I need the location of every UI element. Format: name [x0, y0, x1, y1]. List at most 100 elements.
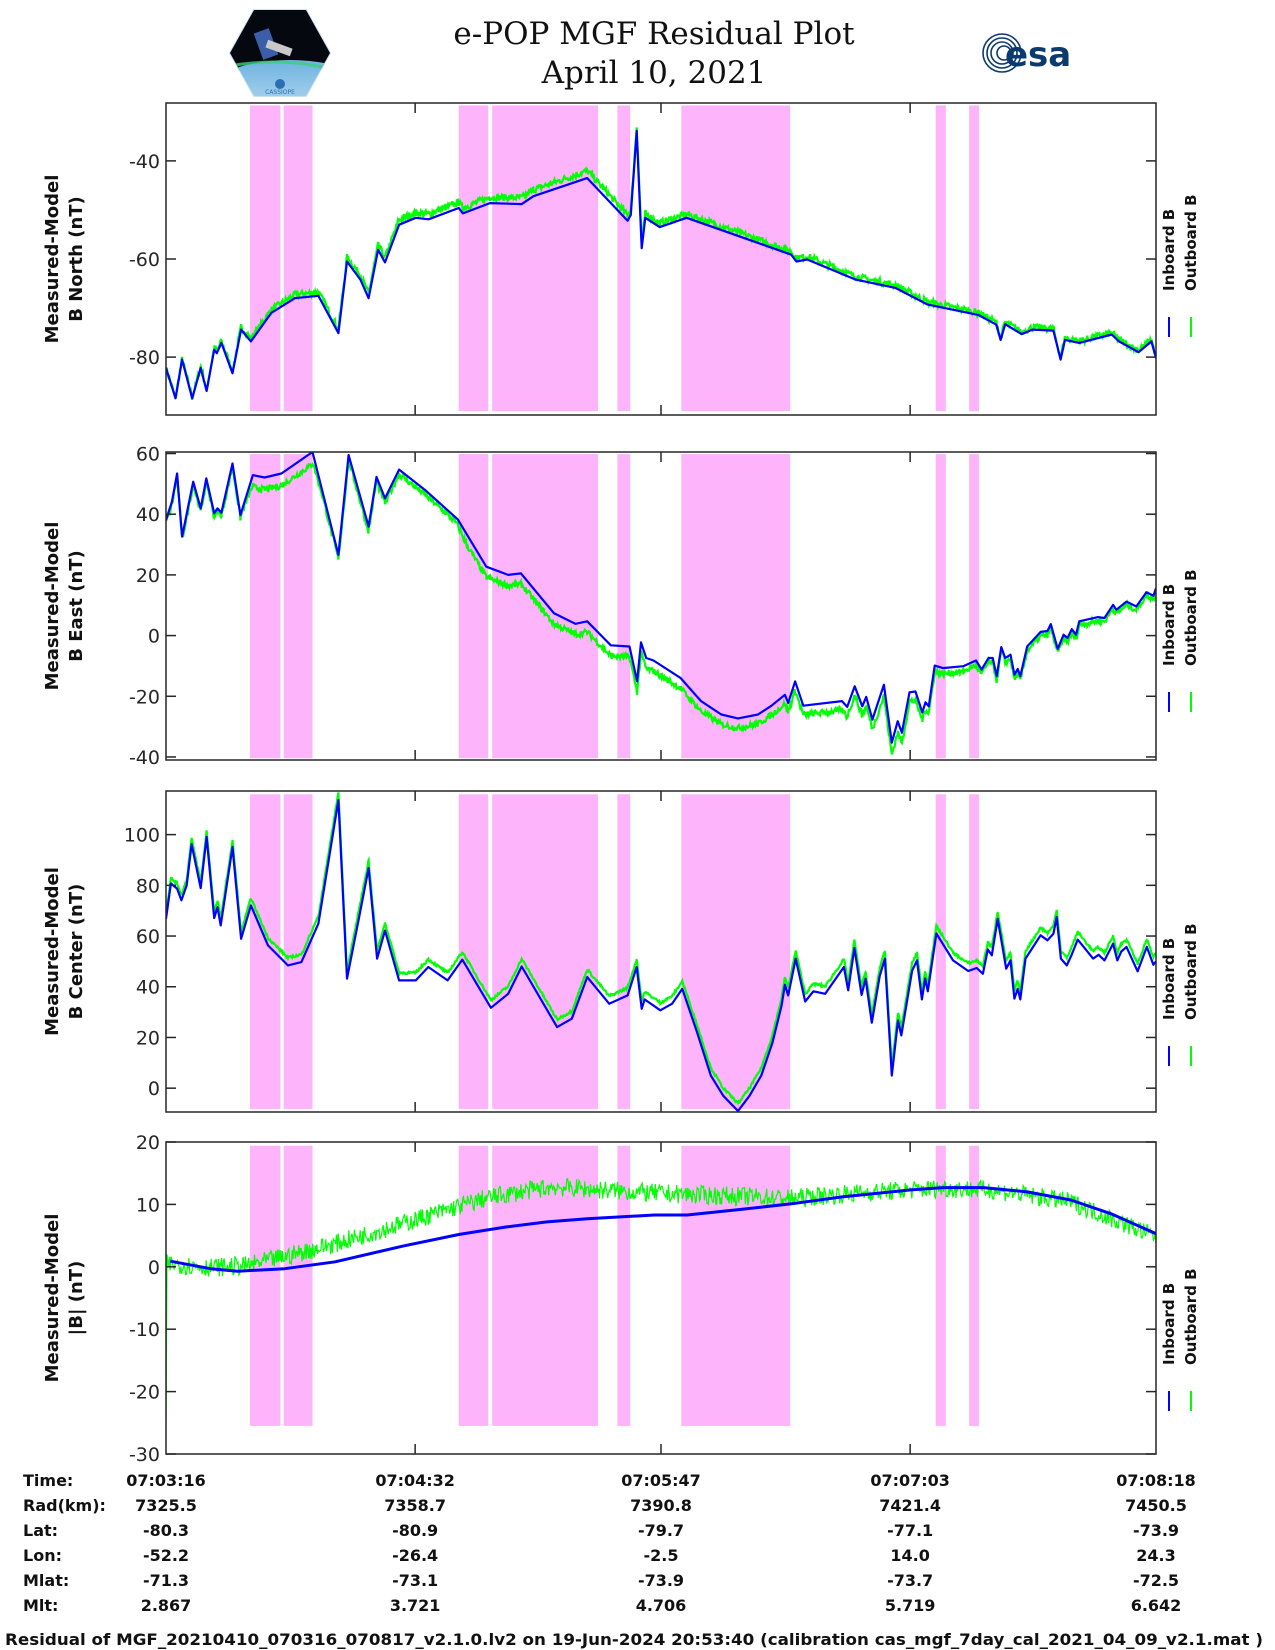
info-row-label: Time: — [23, 1471, 73, 1490]
y-axis-label: Measured-Model — [42, 1214, 63, 1383]
info-cell: 07:03:16 — [126, 1471, 206, 1490]
legend-inboard-label: Inboard B — [1160, 209, 1178, 291]
shaded-interval — [458, 1145, 489, 1426]
info-cell: -73.9 — [1133, 1521, 1179, 1540]
legend: Inboard B Outboard B — [1160, 569, 1200, 712]
info-cell: -80.3 — [143, 1521, 189, 1540]
info-row-label: Mlat: — [23, 1571, 69, 1590]
shaded-interval — [969, 794, 979, 1109]
esa-logo: esa — [982, 33, 1071, 75]
shaded-interval — [249, 454, 281, 759]
info-cell: 07:08:18 — [1116, 1471, 1196, 1490]
y-tick-label: 20 — [136, 1027, 160, 1049]
outboard-b-line — [166, 792, 1156, 1106]
panel-4: -30 -20 -10 0 10 20 Measured-Model |B| (nT) Inbo… — [42, 1132, 1200, 1466]
info-cell: -79.7 — [638, 1521, 684, 1540]
y-tick-label: 40 — [136, 504, 160, 526]
shaded-interval — [617, 105, 631, 412]
info-cell: -77.1 — [887, 1521, 933, 1540]
info-row: Lat: -80.3 -80.9 -79.7 -77.1 -73.9 — [23, 1521, 1179, 1540]
y-tick-label: 60 — [136, 444, 160, 466]
shaded-interval — [283, 454, 313, 759]
info-cell: -72.5 — [1133, 1571, 1179, 1590]
y-tick-label: 0 — [148, 626, 160, 648]
legend-outboard-label: Outboard B — [1182, 569, 1200, 666]
shaded-interval — [458, 105, 489, 412]
outboard-b-line — [166, 127, 1156, 400]
info-row: Lon: -52.2 -26.4 -2.5 14.0 24.3 — [23, 1546, 1176, 1565]
info-cell: 5.719 — [885, 1596, 936, 1615]
info-cell: -73.1 — [392, 1571, 438, 1590]
chart-title: e-POP MGF Residual Plot — [453, 16, 855, 52]
info-cell: -80.9 — [392, 1521, 438, 1540]
y-axis-label: Measured-Model — [42, 867, 63, 1036]
y-tick-label: 10 — [136, 1194, 160, 1216]
axes-box — [165, 790, 1157, 1113]
shaded-interval — [617, 454, 631, 759]
shaded-interval — [935, 1145, 946, 1426]
info-row: Rad(km): 7325.5 7358.7 7390.8 7421.4 7450.5 — [23, 1496, 1187, 1515]
inboard-b-line — [166, 452, 1156, 744]
plot-area — [166, 792, 1156, 1112]
info-row-label: Mlt: — [23, 1596, 58, 1615]
inboard-b-line — [170, 1186, 1156, 1273]
shaded-interval — [492, 454, 599, 759]
info-cell: 07:07:03 — [870, 1471, 950, 1490]
outboard-b-line — [166, 1177, 1156, 1423]
y-tick-label: 0 — [148, 1078, 160, 1100]
info-cell: 2.867 — [141, 1596, 192, 1615]
y-tick-label: -20 — [129, 686, 160, 708]
info-cell: 6.642 — [1131, 1596, 1182, 1615]
info-cell: 07:04:32 — [375, 1471, 455, 1490]
y-axis-label: B North (nT) — [66, 196, 87, 322]
y-axis-label: B East (nT) — [66, 550, 87, 662]
info-cell: 4.706 — [636, 1596, 687, 1615]
y-axis-label: |B| (nT) — [66, 1261, 87, 1336]
info-cell: -73.9 — [638, 1571, 684, 1590]
orbit-info-table: Time: 07:03:16 07:04:32 07:05:47 07:07:03 07:… — [23, 1471, 1196, 1615]
y-tick-label: 80 — [136, 875, 160, 897]
cassiope-logo-text: CASSIOPE — [265, 89, 295, 96]
y-tick-label: -20 — [129, 1382, 160, 1404]
y-axis-label: B Center (nT) — [66, 884, 87, 1020]
info-cell: 07:05:47 — [621, 1471, 701, 1490]
y-tick-label: -60 — [129, 249, 160, 271]
info-cell: -26.4 — [392, 1546, 438, 1565]
axes-box — [165, 102, 1157, 416]
chart-date: April 10, 2021 — [541, 55, 767, 91]
y-tick-label: -10 — [129, 1319, 160, 1341]
info-cell: -2.5 — [644, 1546, 679, 1565]
info-cell: 7358.7 — [384, 1496, 446, 1515]
panel-1: -80 -60 -40 Measured-Model B North (nT) Inboa… — [42, 102, 1200, 416]
shaded-interval — [249, 1145, 281, 1426]
esa-logo-text: esa — [1005, 35, 1071, 75]
info-cell: -52.2 — [143, 1546, 189, 1565]
info-row: Time: 07:03:16 07:04:32 07:05:47 07:07:03 07:… — [23, 1471, 1196, 1490]
shaded-interval — [617, 794, 631, 1109]
shaded-interval — [935, 794, 946, 1109]
info-cell: 24.3 — [1136, 1546, 1175, 1565]
info-row: Mlat: -71.3 -73.1 -73.9 -73.7 -72.5 — [23, 1571, 1179, 1590]
y-tick-label: -30 — [129, 1444, 160, 1466]
shaded-interval — [458, 454, 489, 759]
shaded-interval — [681, 454, 791, 759]
y-tick-label: -40 — [129, 747, 160, 769]
footer-caption: Residual of MGF_20210410_070316_070817_v… — [5, 1630, 1263, 1649]
shaded-interval — [969, 105, 979, 412]
shaded-interval — [283, 105, 313, 412]
shaded-interval — [283, 1145, 313, 1426]
legend-inboard-label: Inboard B — [1160, 584, 1178, 666]
info-row-label: Lat: — [23, 1521, 58, 1540]
y-axis-label: Measured-Model — [42, 175, 63, 344]
legend-inboard-label: Inboard B — [1160, 1283, 1178, 1365]
info-cell: 7421.4 — [879, 1496, 941, 1515]
y-tick-label: 20 — [136, 1132, 160, 1154]
shaded-interval — [969, 454, 979, 759]
legend-outboard-label: Outboard B — [1182, 194, 1200, 291]
legend: Inboard B Outboard B — [1160, 194, 1200, 337]
y-tick-label: 40 — [136, 977, 160, 999]
info-cell: 3.721 — [390, 1596, 441, 1615]
y-tick-label: 20 — [136, 565, 160, 587]
shaded-interval — [681, 794, 791, 1109]
info-row-label: Lon: — [23, 1546, 62, 1565]
